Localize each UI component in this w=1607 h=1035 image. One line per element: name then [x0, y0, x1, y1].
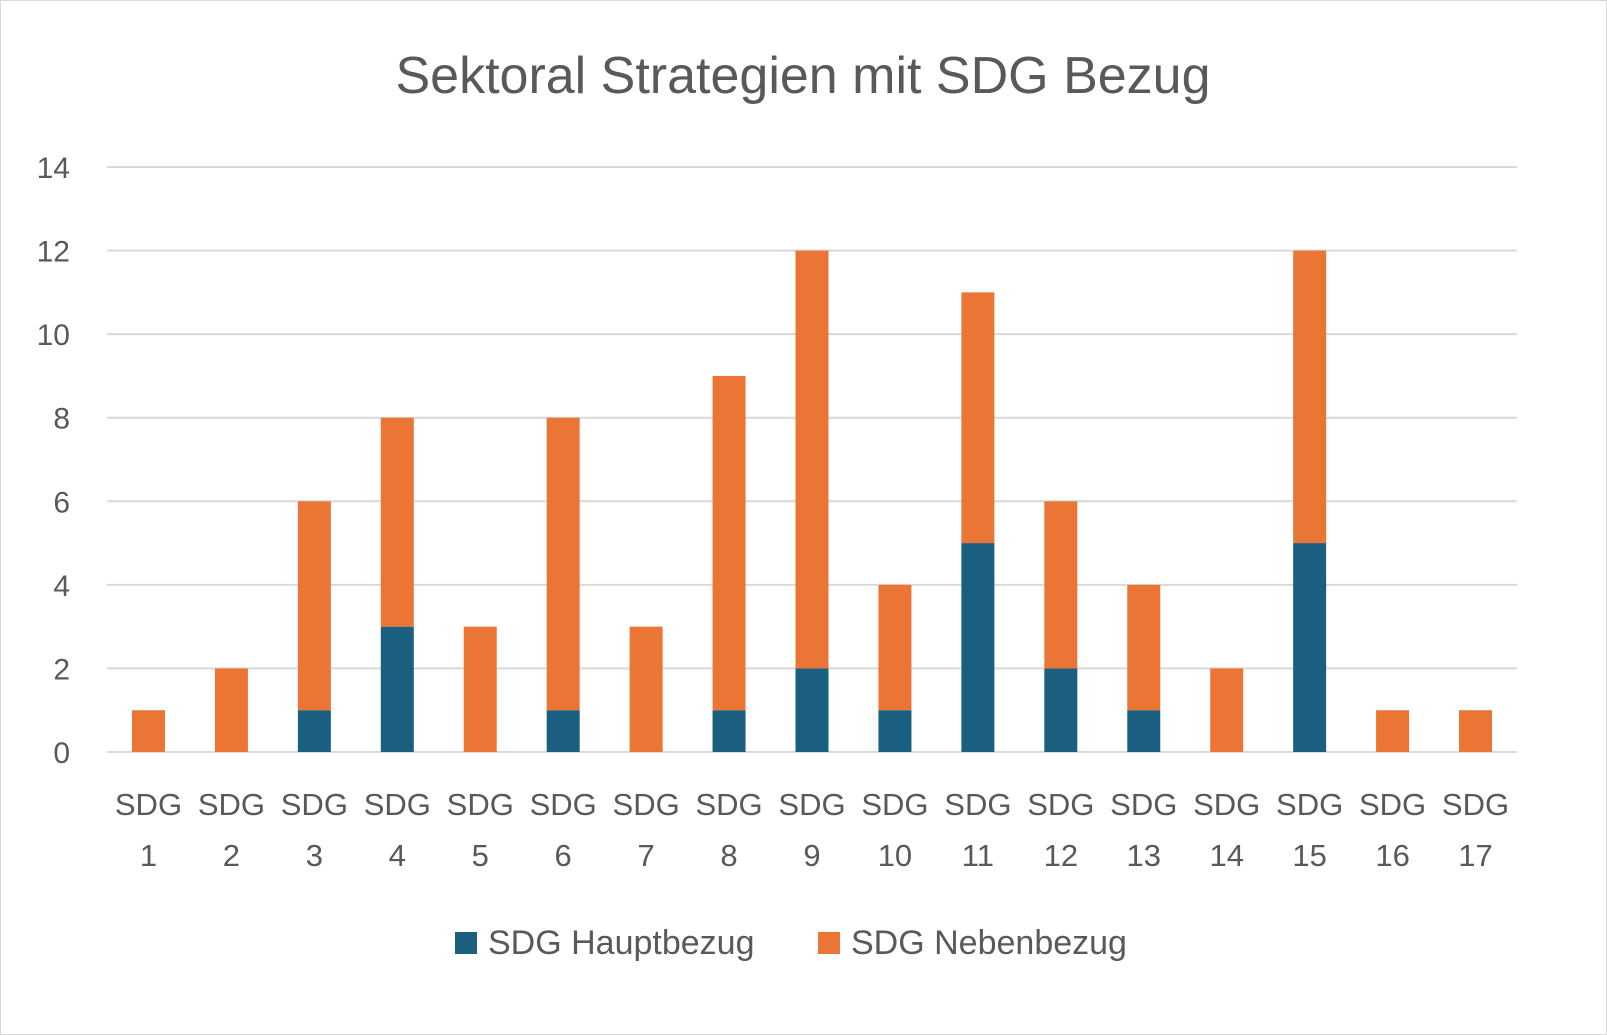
bar-segment-nebenbezug [1293, 250, 1327, 544]
x-tick-label: SDG [1027, 787, 1094, 822]
bar-segment-nebenbezug [1210, 668, 1244, 752]
bar-segment-nebenbezug [1376, 710, 1410, 752]
bar-segment-hauptbezug [1044, 668, 1078, 752]
x-tick-label: SDG [1110, 787, 1177, 822]
legend-label: SDG Nebenbezug [851, 924, 1127, 962]
x-tick-label: SDG [115, 787, 182, 822]
x-tick-label: 10 [878, 838, 912, 873]
bar-segment-hauptbezug [297, 710, 331, 752]
x-axis-ticks: SDG 1 SDG 2 SDG 3 SDG 4 SDG 5 SDG 6 SDG 7 SDG 8 SDG 9 SDG 1… [115, 787, 1509, 873]
y-tick-label: 4 [53, 570, 70, 603]
x-tick-label: SDG [1276, 787, 1343, 822]
x-tick-label: 9 [803, 838, 820, 873]
bar-segment-hauptbezug [546, 710, 580, 752]
bar-segment-nebenbezug [546, 417, 580, 711]
x-tick-label: 17 [1458, 838, 1492, 873]
x-tick-label: 4 [389, 838, 406, 873]
x-tick-label: SDG [1193, 787, 1260, 822]
bar-segment-nebenbezug [878, 584, 912, 711]
bar-segment-nebenbezug [795, 250, 829, 669]
y-tick-label: 8 [53, 403, 70, 436]
bar-segment-nebenbezug [1044, 501, 1078, 669]
x-tick-label: 2 [223, 838, 240, 873]
x-tick-label: SDG [944, 787, 1011, 822]
x-tick-label: 15 [1292, 838, 1326, 873]
bar-segment-nebenbezug [380, 417, 414, 627]
x-tick-label: 13 [1127, 838, 1161, 873]
x-tick-label: 16 [1375, 838, 1409, 873]
y-tick-label: 12 [37, 236, 70, 269]
bar-segment-hauptbezug [795, 668, 829, 752]
x-tick-label: 5 [472, 838, 489, 873]
x-tick-label: SDG [1359, 787, 1426, 822]
bar-segment-nebenbezug [214, 668, 248, 752]
bar-segment-hauptbezug [380, 626, 414, 752]
bar-segment-nebenbezug [712, 375, 746, 711]
bar-segment-nebenbezug [961, 292, 995, 544]
x-tick-label: 14 [1209, 838, 1243, 873]
y-tick-label: 0 [53, 737, 70, 770]
bar-segment-nebenbezug [629, 626, 663, 752]
x-tick-label: 11 [962, 838, 994, 873]
y-tick-label: 6 [53, 486, 70, 519]
x-tick-label: SDG [447, 787, 514, 822]
x-tick-label: SDG [695, 787, 762, 822]
bar-segment-hauptbezug [712, 710, 746, 752]
x-tick-label: SDG [1442, 787, 1509, 822]
bar-segment-hauptbezug [1127, 710, 1161, 752]
y-tick-label: 2 [53, 653, 70, 686]
legend-label: SDG Hauptbezug [488, 924, 755, 962]
legend: SDG Hauptbezug SDG Nebenbezug [455, 924, 1127, 962]
bar-segment-hauptbezug [878, 710, 912, 752]
x-tick-label: SDG [281, 787, 348, 822]
x-tick-label: 7 [637, 838, 654, 873]
bars [131, 250, 1493, 752]
x-tick-label: SDG [198, 787, 265, 822]
bar-segment-nebenbezug [463, 626, 497, 752]
legend-swatch [455, 932, 477, 954]
bar-segment-nebenbezug [297, 501, 331, 711]
x-tick-label: SDG [778, 787, 845, 822]
y-axis-ticks: 0 2 4 6 8 10 12 14 [37, 152, 70, 770]
x-tick-label: 6 [555, 838, 572, 873]
bar-segment-nebenbezug [1459, 710, 1493, 752]
x-tick-label: SDG [861, 787, 928, 822]
x-tick-label: 3 [306, 838, 323, 873]
x-tick-label: SDG [364, 787, 431, 822]
x-tick-label: 8 [720, 838, 737, 873]
y-tick-label: 10 [37, 319, 70, 352]
bar-segment-hauptbezug [1293, 543, 1327, 752]
legend-swatch [818, 932, 840, 954]
bar-segment-nebenbezug [1127, 584, 1161, 711]
x-tick-label: SDG [530, 787, 597, 822]
x-tick-label: 1 [140, 838, 157, 873]
y-tick-label: 14 [37, 152, 70, 185]
bar-segment-hauptbezug [961, 543, 995, 752]
chart-title: Sektoral Strategien mit SDG Bezug [395, 47, 1210, 105]
x-tick-label: 12 [1044, 838, 1078, 873]
x-tick-label: SDG [613, 787, 680, 822]
bar-segment-nebenbezug [131, 710, 165, 752]
